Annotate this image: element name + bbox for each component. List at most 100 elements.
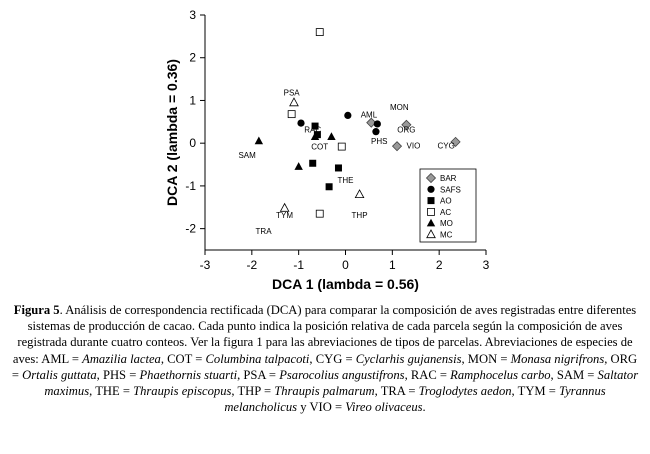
legend-marker-bar [425,172,437,184]
species-separator: , [89,384,96,399]
data-point-mo [254,136,264,145]
data-point-mo [294,162,303,170]
species-separator: , [550,367,557,382]
series-mc [279,97,365,212]
species-code: THP = [237,384,275,399]
species-name: Ortalis guttata [22,367,97,382]
species-name: Monasa nigrifrons [510,351,605,366]
species-separator: , [96,367,103,382]
series-safs [297,111,381,136]
data-point-mc [354,189,365,199]
species-name: Ramphocelus carbo [450,367,551,382]
axis-ticks: -3 -2 -1 0 1 2 3 -2 -1 0 1 2 3 [185,8,489,272]
legend-label-mc: MC [440,231,453,240]
species-name: Troglodytes aedon [418,384,512,399]
x-tick-label: 3 [483,258,490,272]
legend-marker-ac [427,207,435,216]
species-separator: , [309,351,316,366]
y-tick-label: 0 [189,136,196,150]
data-point-bar [450,136,461,147]
point-label-rac: RAC [304,126,321,135]
species-separator: y [297,400,310,415]
point-label-aml: AML [361,111,378,120]
point-label-phs: PHS [371,137,387,146]
data-point-ac [287,110,296,119]
y-tick-label: 2 [189,51,196,65]
species-separator: , [604,351,611,366]
point-label-cyg: CYG [438,141,455,150]
data-point-safs [372,128,380,136]
legend: BAR SAFS AO AC MO MC [419,168,477,243]
species-code: PHS = [102,367,140,382]
x-tick-label: 0 [342,258,349,272]
species-code: SAM = [556,367,598,382]
y-tick-label: -2 [185,222,196,236]
data-point-ac [315,209,324,218]
y-axis-title: DCA 2 (lambda = 0.36) [164,59,180,206]
data-point-ao [311,122,319,130]
species-code: PSA = [243,367,280,382]
data-point-safs [373,120,381,128]
series-bar [366,117,461,152]
species-name: Phaethornis stuarti [139,367,238,382]
legend-marker-safs [427,185,435,193]
species-code: COT = [167,351,206,366]
species-code: VIO = [309,400,346,415]
data-point-mo [310,132,320,140]
species-separator: , [160,351,168,366]
species-name: Thraupis episcopus [133,384,232,399]
x-tick-label: -1 [293,258,304,272]
species-code: RAC = [410,367,451,382]
x-tick-label: -3 [200,258,211,272]
series-ao [309,122,342,191]
species-code: AML = [41,351,83,366]
species-name: Cyclarhis gujanensis [355,351,462,366]
legend-marker-ao [427,197,435,205]
point-label-mon: MON [390,103,409,112]
x-tick-label: 1 [389,258,396,272]
data-point-mo [327,132,336,140]
legend-label-mo: MO [440,219,453,228]
caption-main-text: . Análisis de correspondencia rectificad… [12,303,637,366]
species-name: Saltator maximus [44,367,639,399]
data-point-ao [334,164,342,172]
species-code: MON = [467,351,511,366]
data-point-bar [366,117,377,128]
legend-label-ac: AC [440,208,451,217]
data-point-safs [344,111,352,120]
species-separator: , [237,367,244,382]
point-label-the: THE [338,176,354,185]
figure-caption: Figura 5. Análisis de correspondencia re… [8,302,642,415]
series-ac [287,28,346,218]
data-point-mc [279,202,290,212]
species-name: Amazilia lactea [82,351,161,366]
point-label-org: ORG [397,126,415,135]
point-label-thp: THP [352,211,368,220]
legend-label-bar: BAR [440,174,457,183]
species-code: THE = [95,384,134,399]
data-point-ao [309,159,317,167]
species-name: Vireo olivaceus [345,400,423,415]
species-separator: , [461,351,468,366]
data-point-ac [337,142,346,151]
data-point-ac [315,28,324,36]
point-annotations: PSA MON AML RAC ORG PHS VIO CYG COT SAM THE TYM THP T… [238,88,454,235]
y-tick-label: -1 [185,179,196,193]
species-separator: , [404,367,411,382]
caption-ending: . [422,400,426,415]
data-point-ao [313,131,321,139]
species-separator: , [374,384,381,399]
data-point-ao [325,183,333,191]
x-tick-label: -2 [246,258,257,272]
species-name: Tyrannus melancholicus [224,384,606,415]
point-label-tra: TRA [256,227,273,236]
species-code: CYG = [315,351,356,366]
legend-label-ao: AO [440,197,452,206]
point-label-psa: PSA [284,88,301,97]
data-point-mc [289,97,299,107]
point-label-tym: TYM [276,211,293,220]
point-label-vio: VIO [407,141,421,150]
species-name: Thraupis palmarum [274,384,375,399]
series-mo [254,132,336,170]
figure-label: Figura 5 [13,303,60,317]
